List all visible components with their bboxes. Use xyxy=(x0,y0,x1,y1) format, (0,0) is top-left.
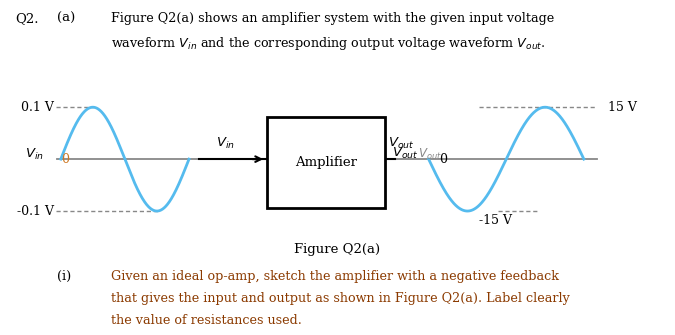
Text: waveform $V_{in}$ and the corresponding output voltage waveform $V_{out}$.: waveform $V_{in}$ and the corresponding … xyxy=(111,35,546,52)
Text: Figure Q2(a): Figure Q2(a) xyxy=(294,243,381,256)
Text: 0: 0 xyxy=(61,153,69,165)
Text: -15 V: -15 V xyxy=(479,214,512,227)
Bar xyxy=(267,117,385,208)
Text: $V_{in}$: $V_{in}$ xyxy=(216,136,235,151)
Text: that gives the input and output as shown in Figure Q2(a). Label clearly: that gives the input and output as shown… xyxy=(111,292,570,305)
Text: Q2.: Q2. xyxy=(15,12,38,25)
Text: (a): (a) xyxy=(57,12,76,25)
Text: $V_{out}$: $V_{out}$ xyxy=(388,136,414,151)
Text: 0: 0 xyxy=(439,153,447,165)
Text: Amplifier: Amplifier xyxy=(295,156,356,169)
Text: (i): (i) xyxy=(57,270,72,283)
Text: $V_{out}$: $V_{out}$ xyxy=(392,145,418,161)
Text: -0.1 V: -0.1 V xyxy=(17,205,54,217)
Text: Figure Q2(a) shows an amplifier system with the given input voltage: Figure Q2(a) shows an amplifier system w… xyxy=(111,12,555,25)
Text: the value of resistances used.: the value of resistances used. xyxy=(111,314,302,327)
Text: $V_{out}$: $V_{out}$ xyxy=(418,146,442,162)
Text: $V_{in}$: $V_{in}$ xyxy=(25,146,44,162)
Text: 0.1 V: 0.1 V xyxy=(21,101,54,114)
Text: 15 V: 15 V xyxy=(608,101,637,114)
Text: Given an ideal op-amp, sketch the amplifier with a negative feedback: Given an ideal op-amp, sketch the amplif… xyxy=(111,270,560,283)
